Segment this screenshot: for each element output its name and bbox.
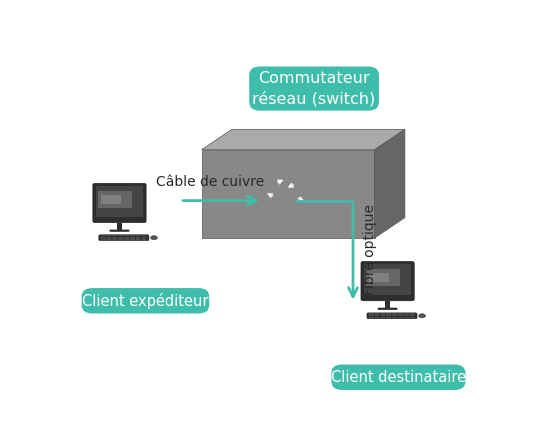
Polygon shape	[374, 129, 405, 238]
FancyBboxPatch shape	[124, 235, 129, 236]
FancyBboxPatch shape	[136, 239, 141, 240]
FancyBboxPatch shape	[375, 317, 379, 318]
Polygon shape	[201, 129, 405, 149]
FancyBboxPatch shape	[142, 235, 146, 236]
FancyBboxPatch shape	[378, 308, 398, 310]
Ellipse shape	[418, 314, 426, 318]
FancyBboxPatch shape	[386, 317, 391, 318]
FancyBboxPatch shape	[386, 301, 390, 308]
FancyBboxPatch shape	[398, 313, 403, 314]
Text: Fibre optique: Fibre optique	[363, 204, 377, 295]
FancyBboxPatch shape	[112, 235, 117, 236]
FancyBboxPatch shape	[375, 315, 379, 316]
FancyBboxPatch shape	[367, 269, 400, 287]
FancyBboxPatch shape	[118, 239, 123, 240]
Ellipse shape	[151, 235, 157, 240]
FancyBboxPatch shape	[369, 313, 374, 314]
FancyBboxPatch shape	[118, 235, 123, 236]
FancyBboxPatch shape	[381, 317, 386, 318]
FancyBboxPatch shape	[404, 317, 408, 318]
FancyBboxPatch shape	[93, 183, 146, 223]
FancyBboxPatch shape	[112, 237, 117, 238]
FancyBboxPatch shape	[392, 317, 397, 318]
Polygon shape	[201, 149, 374, 238]
FancyBboxPatch shape	[81, 288, 209, 314]
FancyBboxPatch shape	[381, 315, 386, 316]
FancyBboxPatch shape	[98, 191, 132, 208]
FancyBboxPatch shape	[142, 237, 146, 238]
FancyBboxPatch shape	[117, 223, 122, 230]
FancyBboxPatch shape	[118, 237, 123, 238]
FancyBboxPatch shape	[130, 239, 134, 240]
FancyBboxPatch shape	[410, 315, 415, 316]
FancyBboxPatch shape	[369, 273, 389, 283]
FancyBboxPatch shape	[386, 315, 391, 316]
FancyBboxPatch shape	[375, 313, 379, 314]
FancyBboxPatch shape	[107, 239, 112, 240]
FancyBboxPatch shape	[369, 315, 374, 316]
FancyBboxPatch shape	[404, 315, 408, 316]
FancyBboxPatch shape	[101, 195, 121, 204]
FancyBboxPatch shape	[392, 313, 397, 314]
FancyBboxPatch shape	[124, 239, 129, 240]
FancyBboxPatch shape	[331, 364, 465, 390]
FancyBboxPatch shape	[410, 317, 415, 318]
FancyBboxPatch shape	[107, 237, 112, 238]
FancyBboxPatch shape	[136, 235, 141, 236]
FancyBboxPatch shape	[410, 313, 415, 314]
FancyBboxPatch shape	[124, 237, 129, 238]
FancyBboxPatch shape	[96, 186, 143, 217]
FancyBboxPatch shape	[107, 235, 112, 236]
FancyBboxPatch shape	[381, 313, 386, 314]
FancyBboxPatch shape	[249, 67, 379, 111]
FancyBboxPatch shape	[386, 313, 391, 314]
FancyBboxPatch shape	[392, 315, 397, 316]
FancyBboxPatch shape	[364, 264, 411, 295]
FancyBboxPatch shape	[361, 262, 414, 301]
Text: Câble de cuivre: Câble de cuivre	[156, 176, 264, 190]
FancyBboxPatch shape	[101, 235, 105, 236]
FancyBboxPatch shape	[130, 237, 134, 238]
FancyBboxPatch shape	[101, 237, 105, 238]
Text: Client destinataire: Client destinataire	[331, 370, 466, 385]
FancyBboxPatch shape	[112, 239, 117, 240]
FancyBboxPatch shape	[99, 235, 149, 241]
FancyBboxPatch shape	[136, 237, 141, 238]
FancyBboxPatch shape	[109, 230, 129, 232]
FancyBboxPatch shape	[404, 313, 408, 314]
FancyBboxPatch shape	[130, 235, 134, 236]
FancyBboxPatch shape	[369, 317, 374, 318]
Text: Commutateur
réseau (switch): Commutateur réseau (switch)	[252, 71, 376, 107]
FancyBboxPatch shape	[398, 317, 403, 318]
FancyBboxPatch shape	[101, 239, 105, 240]
FancyBboxPatch shape	[367, 313, 417, 319]
FancyBboxPatch shape	[398, 315, 403, 316]
Text: Client expéditeur: Client expéditeur	[82, 293, 209, 309]
FancyBboxPatch shape	[142, 239, 146, 240]
